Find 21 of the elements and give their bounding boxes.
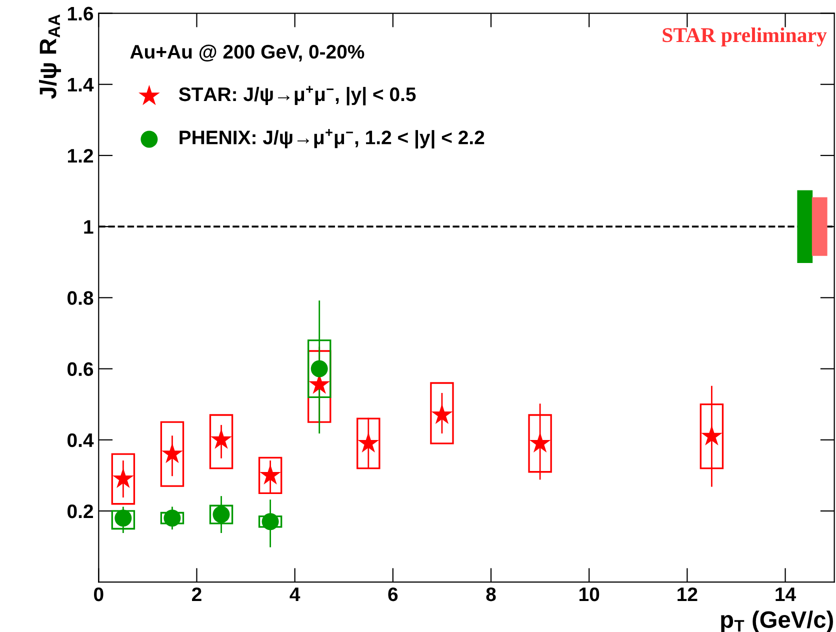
legend-title: Au+Au @ 200 GeV, 0-20% (130, 44, 364, 62)
annotation: STAR preliminary (662, 27, 827, 46)
y-tick-label: 1.2 (68, 148, 94, 163)
y-tick-label: 0.2 (68, 504, 94, 518)
x-tick-label: 2 (192, 587, 202, 602)
x-tick-label: 10 (580, 587, 600, 602)
legend-label: PHENIX: J/ψ→μ$^{+}$μ$^{−}$, 1.2 < |y| < 2.2 (180, 129, 484, 148)
x-tick-label: 0 (94, 587, 104, 602)
x-tick-label: 14 (776, 588, 796, 602)
x-tick-label: 6 (388, 587, 398, 602)
y-tick-label: 0.6 (68, 362, 94, 376)
y-axis-title: J/ψ R$_{AA}$ (39, 14, 62, 99)
y-tick-label: 1.4 (68, 78, 94, 92)
y-tick-label: 1.6 (68, 6, 94, 21)
y-tick-label: 1 (84, 220, 94, 234)
y-tick-label: 0.8 (68, 291, 94, 305)
x-tick-label: 8 (486, 587, 496, 602)
legend-label: STAR: J/ψ→μ$^{+}$μ$^{−}$, |y| < 0.5 (178, 86, 416, 106)
x-tick-label: 12 (678, 587, 698, 602)
x-tick-label: 4 (290, 588, 300, 602)
y-tick-label: 0.4 (68, 433, 94, 448)
